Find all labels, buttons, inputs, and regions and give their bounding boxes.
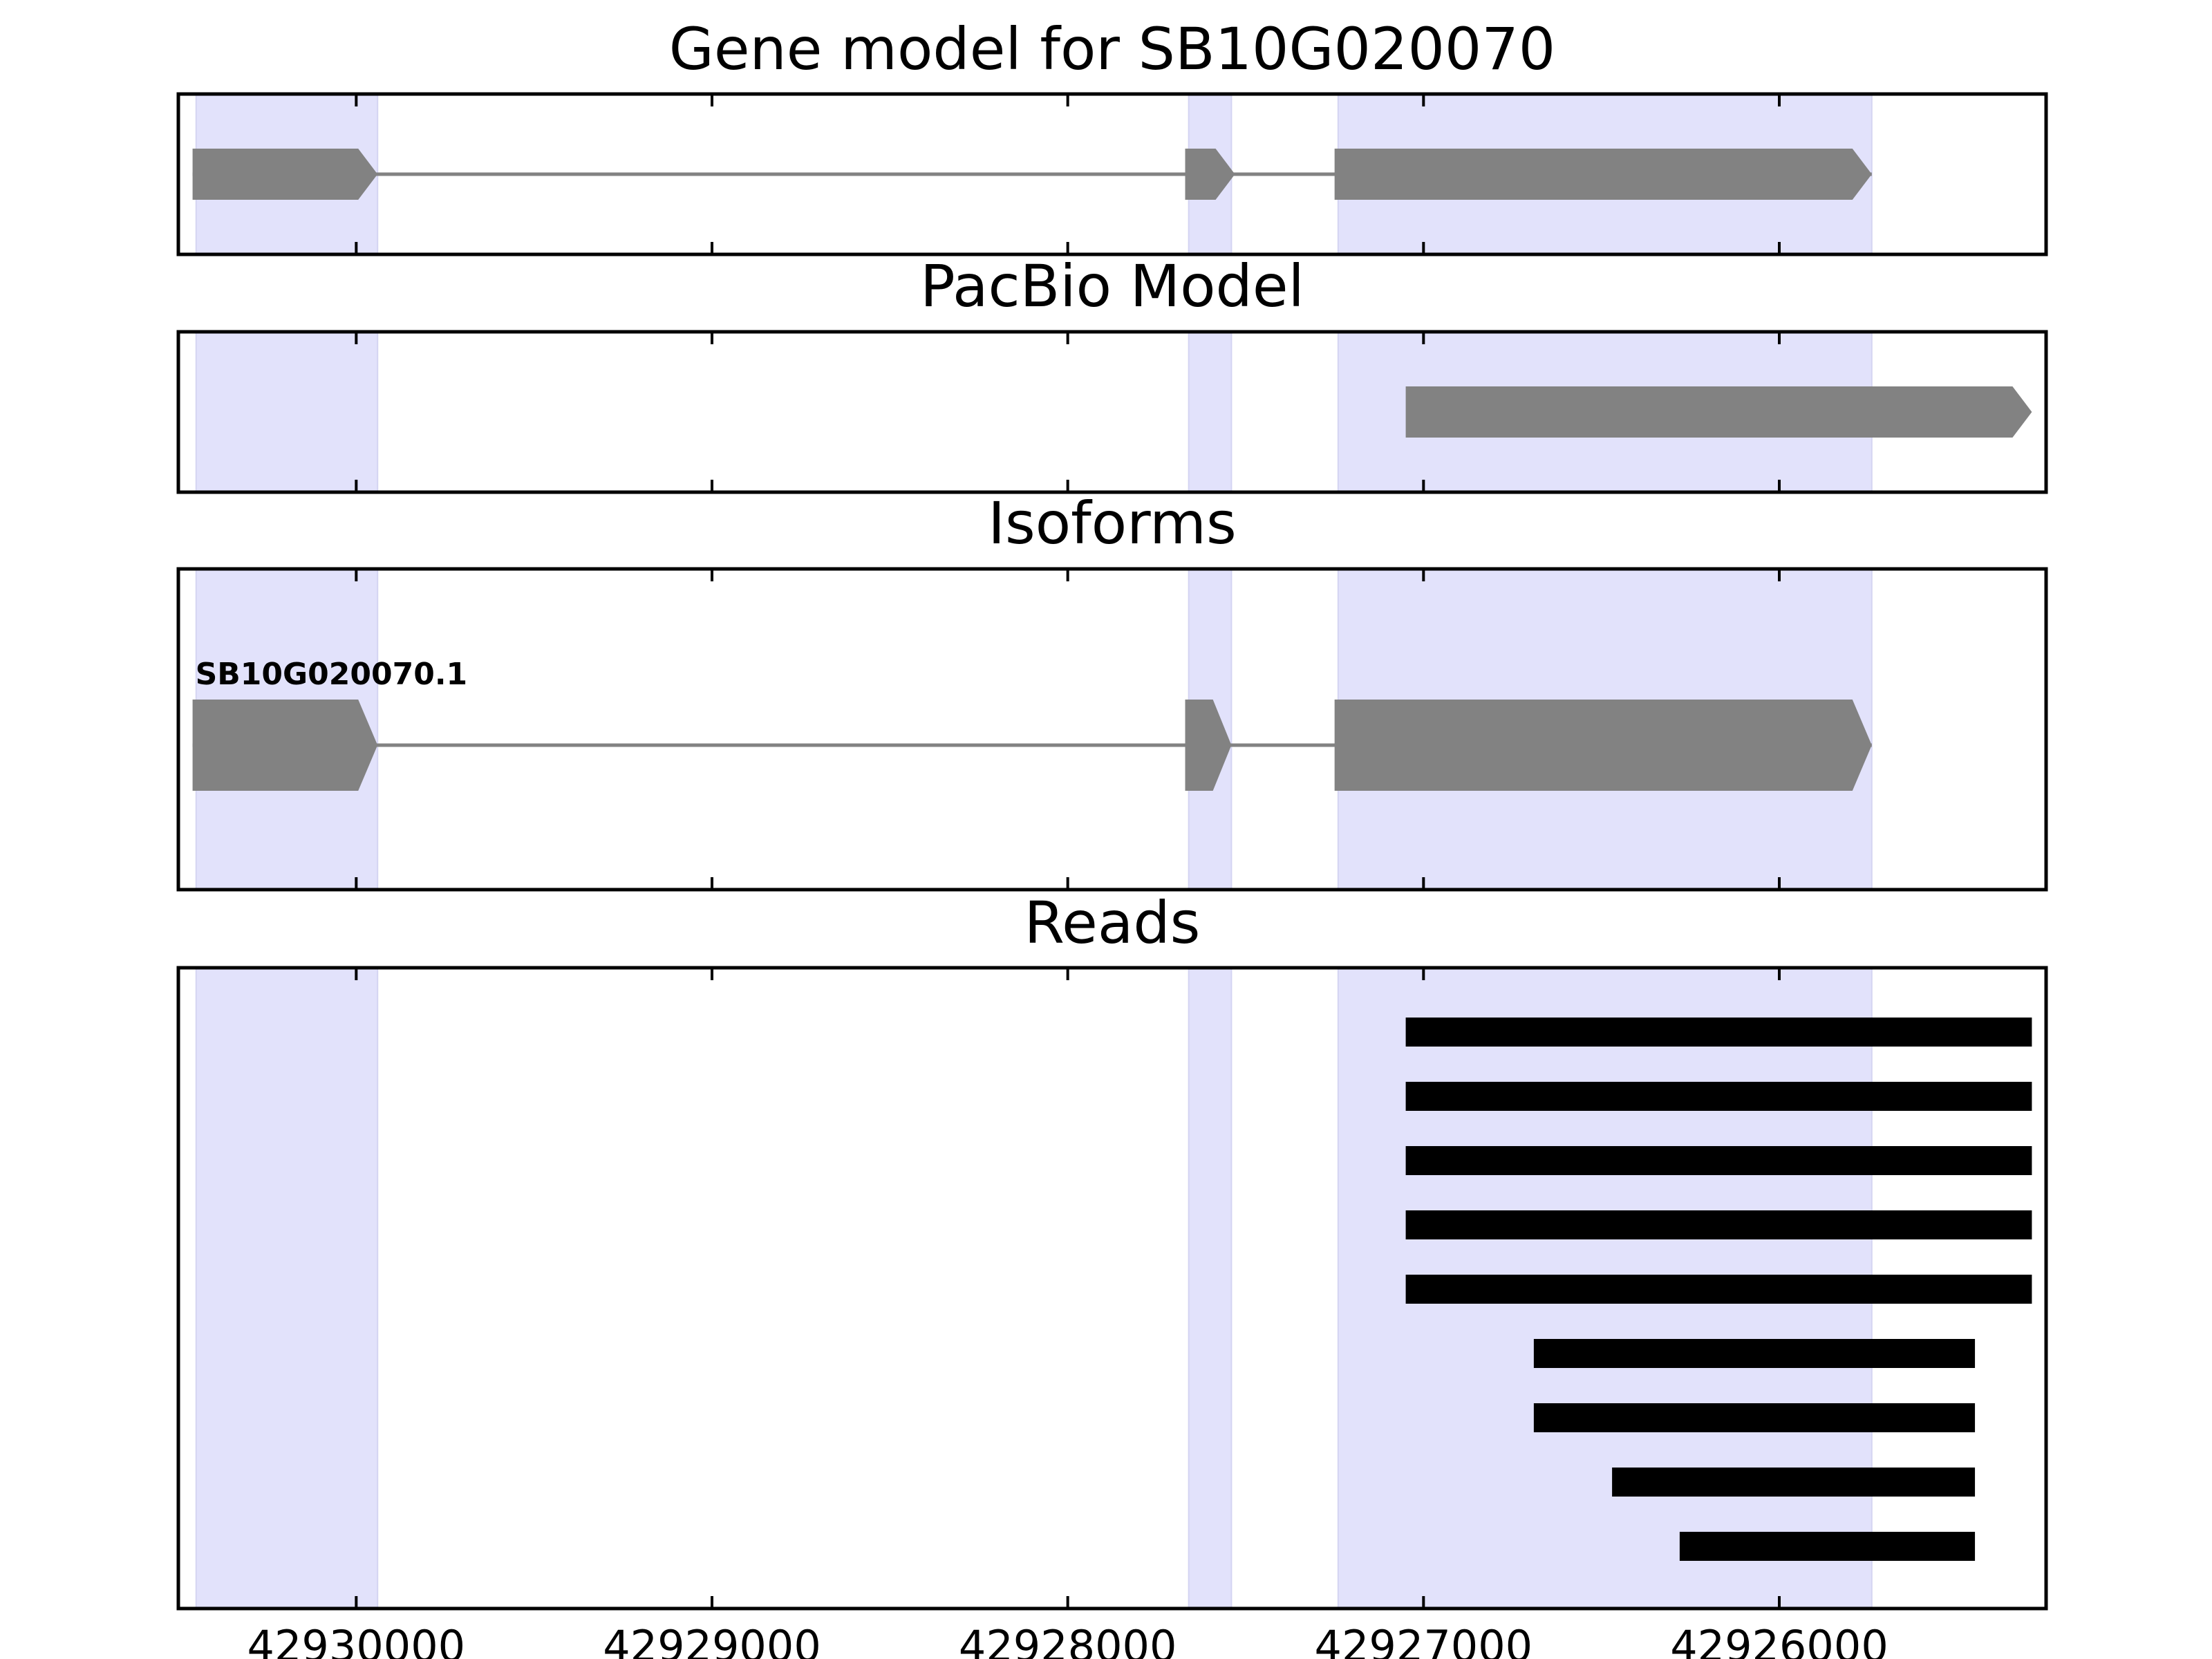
read-bar xyxy=(1679,1532,1976,1561)
tick-label: 42929000 xyxy=(603,1621,821,1659)
exon-block xyxy=(1405,386,2032,438)
panel-frame xyxy=(176,966,2048,1611)
panel-gene-model: Gene model for SB10G020070 xyxy=(176,15,2048,256)
panel-title: PacBio Model xyxy=(920,252,1304,320)
panel-isoforms: Isoforms SB10G020070.1 xyxy=(176,489,2048,892)
panel-frame xyxy=(176,330,2048,494)
tick-label: 42930000 xyxy=(247,1621,466,1659)
read-bar xyxy=(1405,1146,2032,1175)
exon-block xyxy=(192,149,378,200)
x-axis: 42930000 42929000 42928000 42927000 42926000 xyxy=(247,1621,1888,1659)
exon-block xyxy=(1334,149,1872,200)
isoform-label: SB10G020070.1 xyxy=(196,657,468,692)
read-bar xyxy=(1533,1403,1976,1432)
tick-label: 42927000 xyxy=(1315,1621,1533,1659)
highlight-region xyxy=(1188,967,1232,1609)
exon-block xyxy=(1185,149,1235,200)
exon-block xyxy=(1185,700,1232,791)
exon-block xyxy=(192,700,378,791)
highlight-region xyxy=(195,967,379,1609)
panel-title: Reads xyxy=(1024,889,1201,957)
tick-label: 42926000 xyxy=(1670,1621,1888,1659)
exon-block xyxy=(1334,700,1872,791)
tick-label: 42928000 xyxy=(959,1621,1177,1659)
highlight-region xyxy=(1188,331,1232,493)
read-bar xyxy=(1612,1468,1976,1497)
panel-frame xyxy=(176,92,2048,256)
panel-title: Gene model for SB10G020070 xyxy=(669,15,1555,83)
panel-pacbio-model: PacBio Model xyxy=(176,252,2048,494)
panels-layer: Gene model for SB10G020070 PacBio Model Is… xyxy=(176,15,2048,1659)
gene-feature: SB10G020070.1 xyxy=(192,657,1872,791)
read-bar xyxy=(1405,1018,2032,1047)
panel-reads: Reads xyxy=(176,889,2048,1611)
gene-feature xyxy=(1405,386,2032,438)
gene-feature xyxy=(192,149,1872,200)
panel-title: Isoforms xyxy=(988,489,1237,557)
panel-frame xyxy=(176,567,2048,892)
read-bar xyxy=(1405,1275,2032,1304)
read-bar xyxy=(1405,1082,2032,1111)
read-bar xyxy=(1533,1339,1976,1368)
highlight-region xyxy=(195,331,379,493)
read-bar xyxy=(1405,1210,2032,1239)
